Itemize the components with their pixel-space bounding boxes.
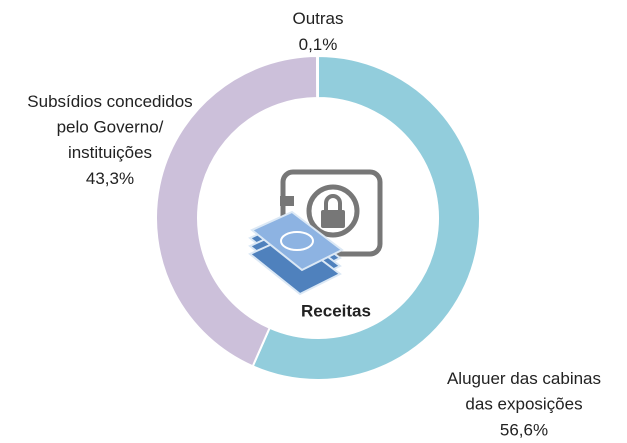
- money-lock-icon: [250, 172, 380, 294]
- value-label: 56,6%: [500, 420, 548, 439]
- donut-slice: [317, 56, 318, 98]
- chart: Receitas Aluguer das cabinasdas exposiçõe…: [0, 0, 627, 443]
- center-label: Receitas: [301, 301, 371, 320]
- value-label: 43,3%: [86, 169, 134, 188]
- value-label: 0,1%: [299, 35, 338, 54]
- slice-label: Outras: [292, 9, 343, 28]
